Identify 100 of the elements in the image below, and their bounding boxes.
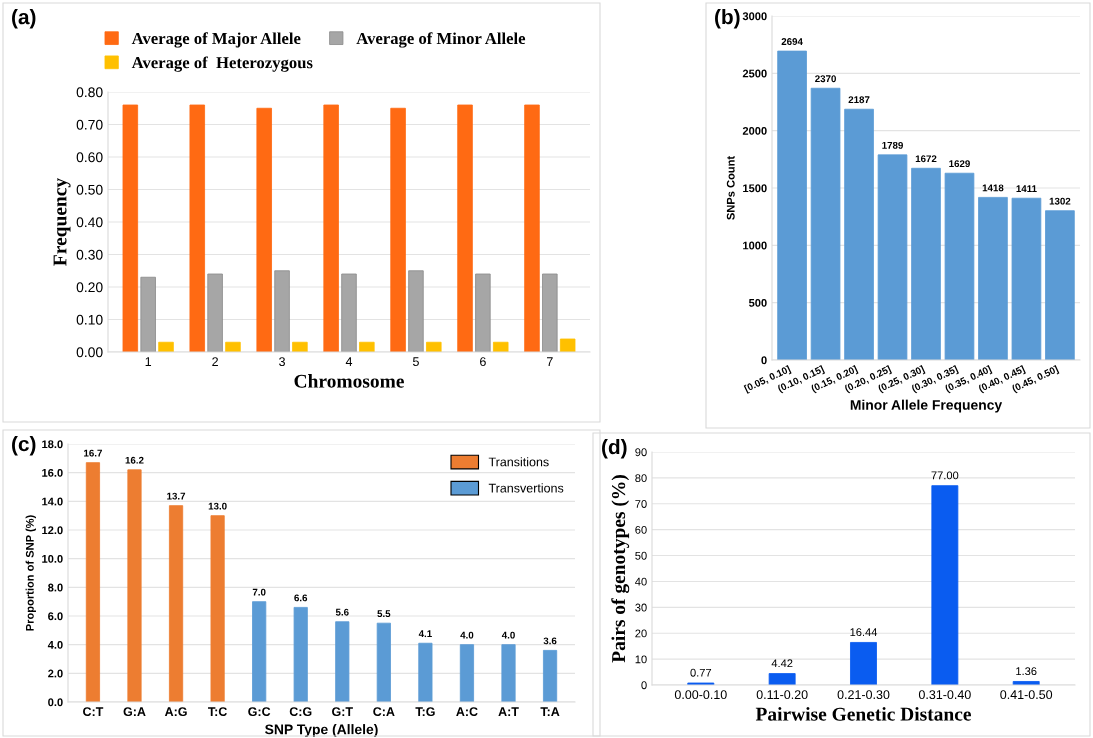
x-tick-label: 0.31-0.40	[918, 690, 971, 700]
x-tick-label: 6	[480, 357, 486, 367]
x-tick-label: 0.11-0.20	[756, 690, 808, 700]
data-label: 5.6	[335, 608, 349, 616]
y-tick-label: 6.0	[48, 612, 63, 621]
y-axis-title: Frequency	[53, 178, 71, 266]
y-tick-label: 1000	[743, 241, 767, 250]
y-tick-label: 10	[635, 655, 647, 664]
x-tick-label: 0.21-0.30	[837, 690, 890, 700]
data-label: 1.36	[1016, 667, 1037, 676]
data-label: 5.5	[377, 610, 391, 618]
y-tick-label: 0.10	[76, 314, 103, 325]
y-tick-label: 0.80	[76, 87, 103, 98]
data-label: 1629	[949, 160, 970, 168]
chart-title: (c)	[12, 436, 36, 456]
data-label: 4.1	[418, 630, 432, 638]
chart-title: (d)	[602, 439, 627, 459]
y-tick-label: 50	[635, 551, 647, 560]
data-label: 1418	[982, 184, 1004, 192]
data-label: 77.00	[931, 471, 959, 480]
data-label: 16.2	[125, 456, 144, 464]
y-tick-label: 2000	[742, 126, 767, 135]
data-label: 3.6	[543, 637, 557, 645]
x-axis-title: SNP Type (Allele)	[265, 724, 378, 738]
y-tick-label: 0.50	[76, 184, 103, 195]
x-tick-label: 4	[345, 357, 353, 366]
x-tick-label: 1	[145, 357, 152, 366]
chart-title: (b)	[715, 9, 740, 29]
x-tick-label: 0.41-0.50	[1000, 690, 1053, 700]
x-axis-title: Chromosome	[294, 374, 404, 388]
y-tick-label: 70	[635, 500, 647, 508]
x-tick-label: G:T	[332, 707, 353, 717]
y-tick-label: 0.60	[76, 152, 103, 163]
data-label: 16.44	[850, 628, 878, 637]
y-tick-label: 0.0	[48, 698, 63, 707]
data-label: 7.0	[252, 588, 266, 596]
y-tick-label: 4.0	[47, 640, 63, 649]
chart-title: (a)	[12, 9, 36, 29]
y-tick-label: 3000	[742, 12, 767, 21]
y-tick-label: 16.0	[42, 468, 63, 477]
x-axis-title: Minor Allele Frequency	[850, 399, 1003, 413]
data-label: 1411	[1016, 185, 1037, 193]
y-tick-label: 8.0	[48, 583, 63, 592]
y-tick-label: 20	[635, 629, 647, 638]
y-tick-label: 18.0	[42, 440, 63, 449]
x-tick-label: 0.00-0.10	[674, 690, 727, 700]
legend-label: Transitions	[488, 457, 549, 467]
y-tick-label: 0.20	[76, 282, 103, 293]
x-tick-label: A:G	[164, 707, 187, 717]
legend-label: Average of Major Allele	[131, 32, 301, 48]
legend-label: Average of Minor Allele	[356, 32, 526, 48]
x-axis-title: Pairwise Genetic Distance	[755, 707, 971, 721]
x-tick-label: T:C	[208, 707, 227, 717]
data-label: 6.6	[294, 594, 308, 602]
y-axis-title: SNPs Count	[726, 156, 735, 220]
data-label: 2370	[815, 75, 836, 83]
legend-label: Transvertions	[488, 483, 564, 493]
y-axis-title: Proportion of SNP (%)	[25, 515, 36, 631]
data-label: 1672	[915, 155, 937, 163]
legend-label: Average of Heterozygous	[131, 56, 313, 72]
data-label: 0.77	[690, 668, 712, 677]
data-label: 2694	[781, 38, 803, 45]
y-tick-label: 2500	[742, 69, 767, 78]
y-tick-label: 0.40	[76, 217, 103, 228]
data-label: 2187	[848, 96, 870, 104]
y-tick-label: 90	[635, 448, 647, 457]
y-tick-label: 0.30	[76, 249, 103, 260]
x-tick-label: G:C	[248, 707, 271, 717]
x-tick-label: A:T	[498, 707, 519, 716]
y-tick-label: 0.00	[76, 347, 103, 358]
x-tick-label: C:A	[373, 707, 395, 717]
x-tick-label: C:G	[289, 707, 312, 717]
y-tick-label: 2.0	[48, 669, 63, 678]
data-label: 1789	[882, 141, 903, 149]
data-label: 1302	[1049, 197, 1071, 205]
data-label: 16.7	[84, 449, 102, 457]
data-label: 13.7	[167, 492, 186, 500]
x-tick-label: G:A	[123, 707, 146, 717]
y-tick-label: 0	[761, 356, 767, 365]
x-tick-label: 2	[212, 357, 218, 366]
data-label: 4.0	[460, 631, 474, 639]
y-tick-label: 80	[635, 474, 647, 483]
y-tick-label: 40	[635, 577, 647, 586]
x-tick-label: 3	[279, 357, 285, 367]
x-tick-label: A:C	[456, 707, 478, 717]
y-tick-label: 60	[635, 525, 647, 534]
y-tick-label: 14.0	[42, 497, 63, 506]
data-label: 4.0	[501, 631, 515, 639]
y-tick-label: 10.0	[42, 554, 63, 563]
x-tick-label: 5	[412, 357, 419, 367]
y-tick-label: 0	[641, 681, 647, 690]
y-tick-label: 30	[635, 603, 647, 612]
y-tick-label: 500	[748, 298, 767, 307]
y-axis-title: Pairs of genotypes (%)	[611, 475, 630, 663]
data-label: 4.42	[771, 659, 793, 668]
y-tick-label: 12.0	[42, 526, 63, 535]
x-tick-label: C:T	[83, 707, 104, 717]
x-tick-label: 7	[547, 357, 553, 366]
x-tick-label: T:G	[415, 707, 435, 717]
y-tick-label: 1500	[743, 184, 767, 193]
